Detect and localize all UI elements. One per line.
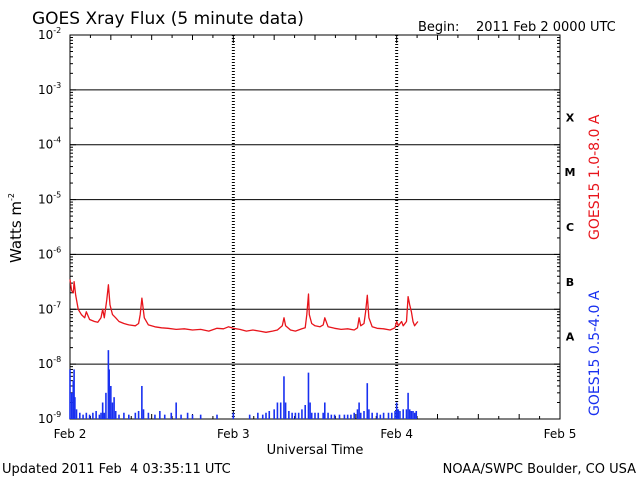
flare-class-c: C [566,221,574,234]
series-layer [69,279,419,419]
x-axis-label: Universal Time [267,443,364,458]
y-tick-label: 10-3 [38,81,61,97]
flare-class-labels: X M C B A [565,111,576,343]
grid [70,35,560,419]
y-axis-ticks: 10-2 10-3 10-4 10-5 10-6 10-7 10-8 10-9 [38,26,560,426]
legend-series-short: GOES15 0.5-4.0 A [587,290,603,416]
footer-updated: Updated 2011 Feb 4 03:35:11 UTC [2,462,231,477]
flare-class-m: M [565,166,576,179]
begin-value: 2011 Feb 2 0000 UTC [476,20,616,35]
y-tick-label: 10-5 [38,191,61,207]
flare-class-a: A [566,331,575,344]
x-axis-ticks: Feb 2 Feb 3 Feb 4 Feb 5 [54,35,577,441]
legend-goes15-short: GOES15 0.5-4.0 A [587,290,603,416]
legend-series-long: GOES15 1.0-8.0 A [587,114,603,240]
flare-class-b: B [566,276,574,289]
y-tick-label: 10-9 [38,410,61,426]
y-tick-label: 10-8 [38,355,61,371]
y-tick-label: 10-2 [38,26,61,42]
begin-label: Begin: [418,20,459,35]
y-tick-label: 10-7 [38,300,61,316]
y-tick-label: 10-6 [38,245,61,261]
x-tick-label: Feb 3 [217,427,250,441]
chart-title: GOES Xray Flux (5 minute data) [32,9,304,29]
y-axis-label-text: Watts m [7,201,25,263]
footer-credit: NOAA/SWPC Boulder, CO USA [443,462,636,477]
x-tick-label: Feb 5 [544,427,577,441]
plot-frame [69,34,561,420]
y-tick-label: 10-4 [38,136,61,152]
flare-class-x: X [566,111,575,124]
x-tick-label: Feb 4 [380,427,413,441]
y-axis-label-exponent: -2 [7,193,16,201]
y-axis-label-group: Watts m-2 [7,193,25,263]
x-tick-label: Feb 2 [54,427,87,441]
legend-goes15-long: GOES15 1.0-8.0 A [587,114,603,240]
series-goes15-long-line [69,279,419,333]
y-axis-label: Watts m-2 [7,193,25,263]
